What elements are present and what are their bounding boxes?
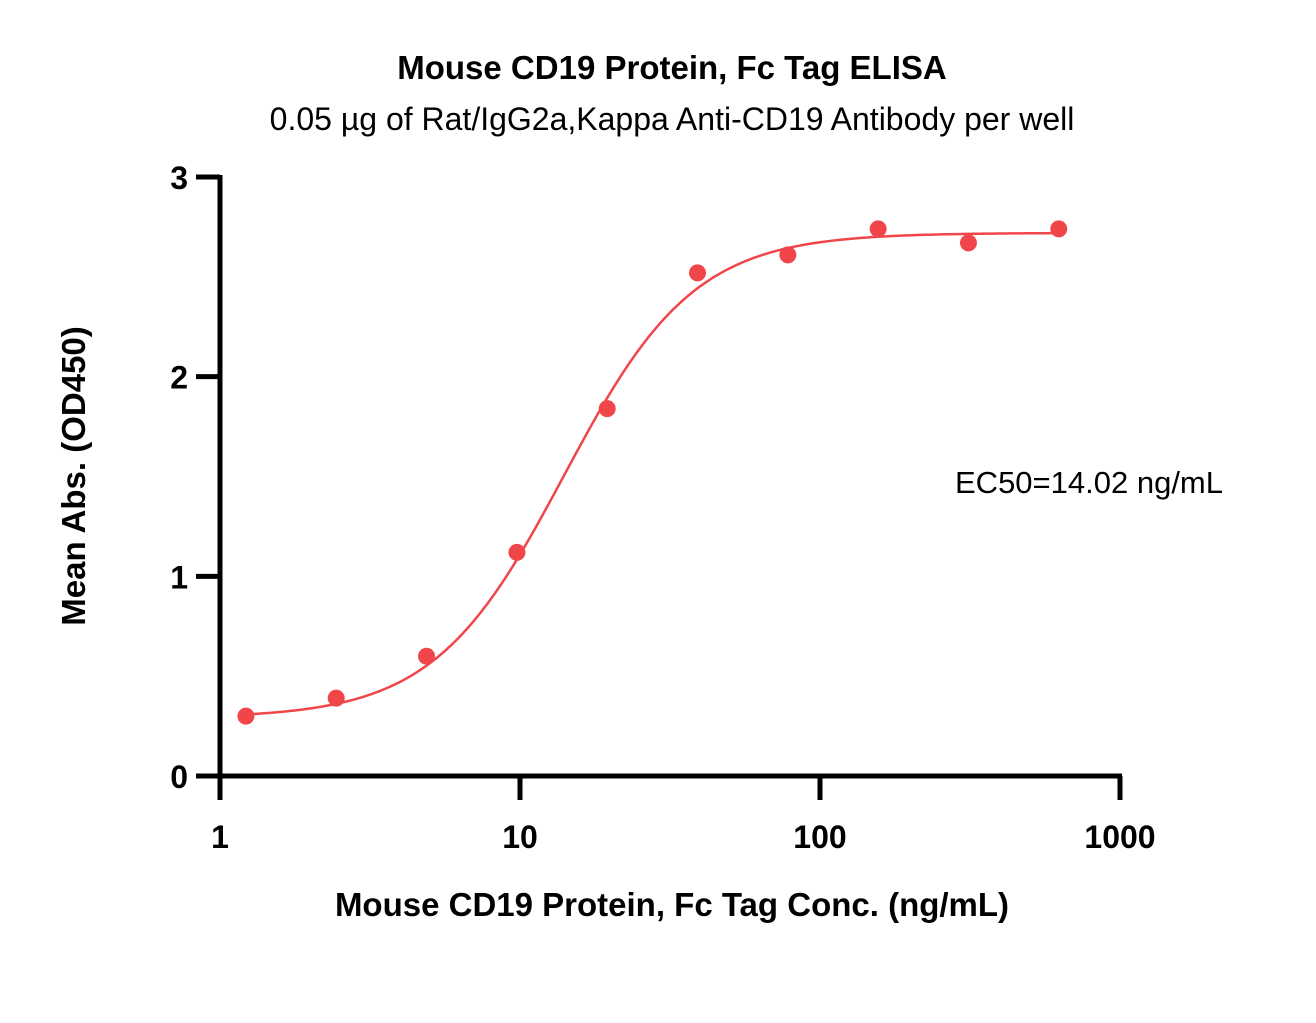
x-tick-label: 1 (211, 819, 229, 855)
ec50-annotation: EC50=14.02 ng/mL (955, 465, 1223, 500)
chart-subtitle: 0.05 µg of Rat/IgG2a,Kappa Anti-CD19 Ant… (270, 101, 1075, 137)
data-point (418, 647, 436, 665)
data-point (959, 234, 977, 252)
data-point (327, 689, 345, 707)
y-tick-label: 1 (170, 559, 188, 595)
chart-title: Mouse CD19 Protein, Fc Tag ELISA (397, 49, 946, 86)
data-point (237, 707, 255, 725)
data-point (598, 400, 616, 418)
x-tick-label: 1000 (1084, 819, 1155, 855)
data-point (508, 543, 526, 561)
y-tick-label: 2 (170, 360, 188, 396)
y-axis-label: Mean Abs. (OD450) (55, 326, 92, 626)
data-points (237, 220, 1068, 725)
data-point (1050, 220, 1068, 238)
x-tick-label: 100 (793, 819, 846, 855)
data-point (689, 264, 707, 282)
axes (196, 174, 1123, 800)
y-tick-label: 0 (170, 759, 188, 795)
fit-curve (245, 231, 1059, 716)
data-point (869, 220, 887, 238)
x-tick-label: 10 (502, 819, 538, 855)
y-tick-label: 3 (170, 160, 188, 196)
x-axis-label: Mouse CD19 Protein, Fc Tag Conc. (ng/mL) (335, 886, 1009, 923)
data-point (779, 246, 797, 264)
